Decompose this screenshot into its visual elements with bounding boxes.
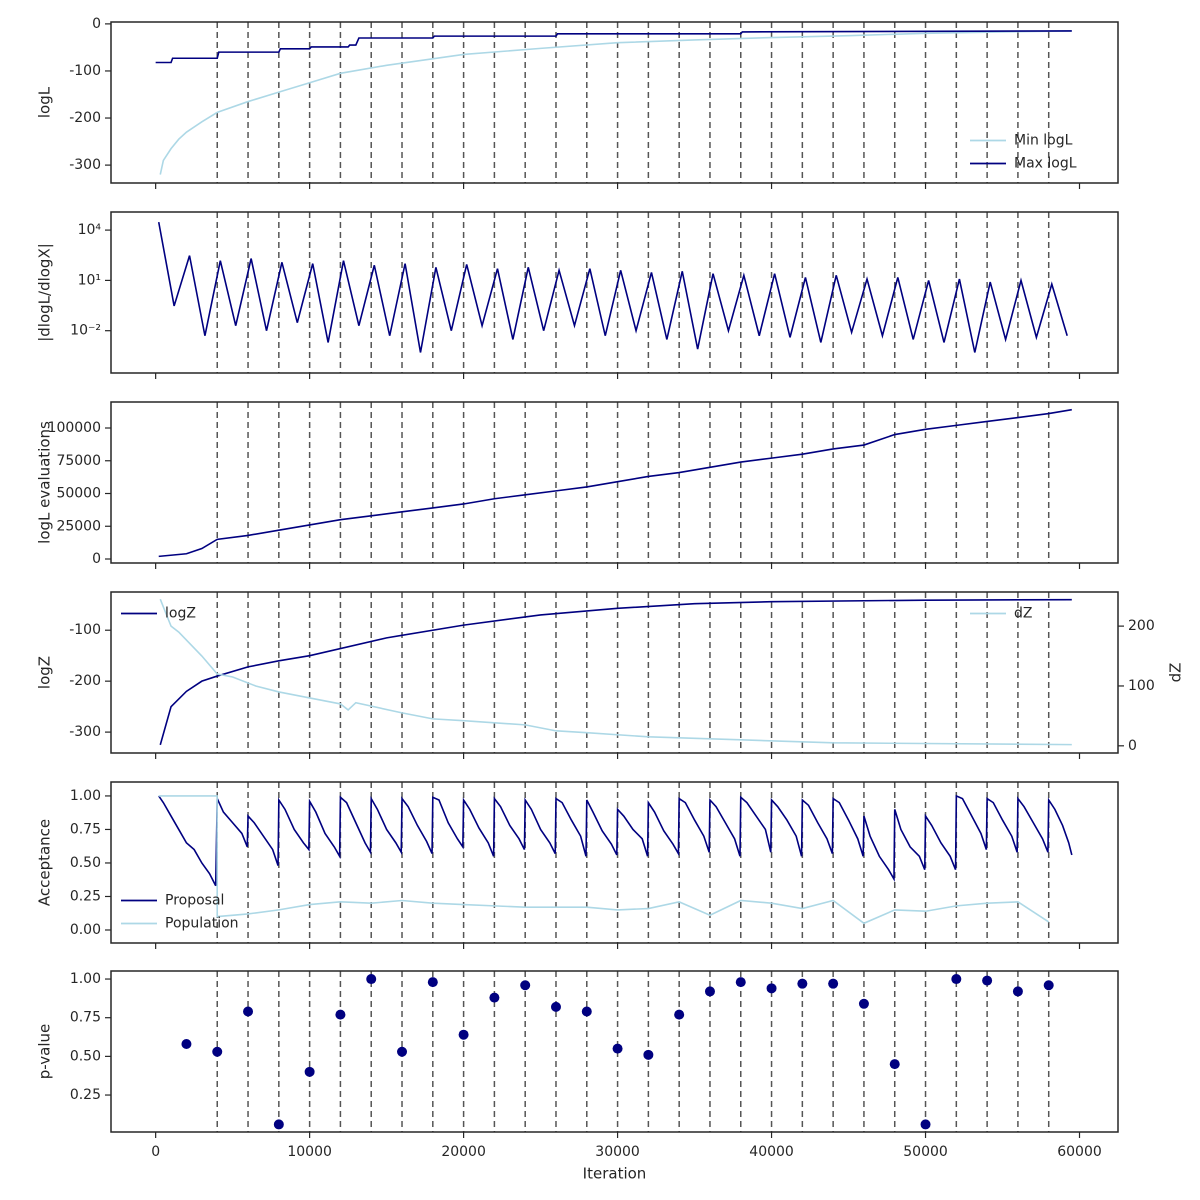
y-tick-label: 1.00 bbox=[70, 788, 101, 804]
legend-label: Population bbox=[165, 916, 239, 932]
x-tick-label: 40000 bbox=[749, 1144, 794, 1160]
y-tick-label: 50000 bbox=[56, 486, 101, 502]
series-line bbox=[159, 598, 1072, 746]
series-line bbox=[158, 795, 1050, 925]
y2-tick-label: 200 bbox=[1128, 618, 1155, 634]
axes-frame bbox=[110, 781, 1119, 944]
y-tick-label: 0 bbox=[92, 551, 101, 567]
point bbox=[212, 1046, 223, 1057]
y-tick-label: -300 bbox=[69, 157, 101, 173]
legend-label: dZ bbox=[1014, 606, 1032, 622]
x-tick-label: 20000 bbox=[441, 1144, 486, 1160]
axes-frame bbox=[110, 970, 1119, 1133]
y-tick-label: 0.50 bbox=[70, 1048, 101, 1064]
y-tick-label: 10¹ bbox=[78, 272, 101, 288]
point bbox=[397, 1046, 408, 1057]
point bbox=[550, 1001, 561, 1012]
y-tick-label: 25000 bbox=[56, 518, 101, 534]
point bbox=[612, 1043, 623, 1054]
y-axis-label: Acceptance bbox=[36, 819, 54, 906]
y-tick-label: -100 bbox=[69, 63, 101, 79]
x-tick-label: 0 bbox=[151, 1144, 160, 1160]
y-tick-label: -300 bbox=[69, 724, 101, 740]
y2-axis-label: dZ bbox=[1167, 663, 1185, 683]
point bbox=[520, 980, 531, 991]
series-line bbox=[157, 221, 1068, 353]
point bbox=[273, 1119, 284, 1130]
point bbox=[181, 1038, 192, 1049]
point bbox=[982, 975, 993, 986]
legend-label: logZ bbox=[165, 606, 196, 622]
y-tick-label: 10⁴ bbox=[78, 222, 102, 238]
y-tick-label: 1.00 bbox=[70, 971, 101, 987]
y-tick-label: 0.25 bbox=[70, 1087, 101, 1103]
series-line bbox=[159, 598, 1072, 746]
axes-frame bbox=[110, 591, 1119, 754]
point bbox=[704, 986, 715, 997]
point bbox=[643, 1049, 654, 1060]
axes-frame bbox=[110, 401, 1119, 564]
y-axis-label: p-value bbox=[36, 1024, 54, 1080]
point bbox=[1043, 980, 1054, 991]
x-tick-label: 50000 bbox=[903, 1144, 948, 1160]
y-axis-label: logL bbox=[36, 86, 54, 118]
point bbox=[920, 1119, 931, 1130]
y-axis-label: logL evaluations bbox=[36, 421, 54, 544]
point bbox=[489, 992, 500, 1003]
x-axis-label: Iteration bbox=[583, 1165, 647, 1183]
axes-frame bbox=[110, 211, 1119, 374]
point bbox=[735, 977, 746, 988]
series-line bbox=[158, 794, 1073, 887]
point bbox=[243, 1006, 254, 1017]
point bbox=[674, 1009, 685, 1020]
y-tick-label: 0.75 bbox=[70, 821, 101, 837]
y-tick-label: -200 bbox=[69, 673, 101, 689]
point bbox=[766, 983, 777, 994]
y-tick-label: 0.25 bbox=[70, 888, 101, 904]
x-tick-label: 60000 bbox=[1057, 1144, 1102, 1160]
point bbox=[427, 977, 438, 988]
x-tick-label: 10000 bbox=[287, 1144, 332, 1160]
y-tick-label: 0.50 bbox=[70, 855, 101, 871]
legend-label: Max logL bbox=[1014, 156, 1077, 172]
y-tick-label: 0.75 bbox=[70, 1010, 101, 1026]
point bbox=[797, 978, 808, 989]
point bbox=[581, 1006, 592, 1017]
y2-tick-label: 100 bbox=[1128, 678, 1155, 694]
y-axis-label: logZ bbox=[36, 656, 54, 689]
point bbox=[858, 998, 869, 1009]
series-line bbox=[155, 30, 1072, 64]
point bbox=[889, 1059, 900, 1070]
y-tick-label: 0 bbox=[92, 16, 101, 32]
series-line bbox=[158, 408, 1072, 558]
y-tick-label: 0.00 bbox=[70, 922, 101, 938]
point bbox=[951, 974, 962, 985]
point bbox=[366, 974, 377, 985]
point bbox=[304, 1066, 315, 1077]
axes-frame bbox=[110, 21, 1119, 184]
point bbox=[458, 1029, 469, 1040]
point bbox=[335, 1009, 346, 1020]
y-axis-label: |dlogL/dlogX| bbox=[36, 243, 54, 342]
legend-label: Min logL bbox=[1014, 133, 1073, 149]
point bbox=[828, 978, 839, 989]
x-tick-label: 30000 bbox=[595, 1144, 640, 1160]
y2-tick-label: 0 bbox=[1128, 738, 1137, 754]
y-tick-label: 10⁻² bbox=[70, 323, 101, 339]
y-tick-label: 100000 bbox=[48, 420, 101, 436]
y-tick-label: 75000 bbox=[56, 453, 101, 469]
y-tick-label: -100 bbox=[69, 622, 101, 638]
point bbox=[1012, 986, 1023, 997]
legend-label: Proposal bbox=[165, 893, 224, 909]
series-line bbox=[159, 30, 1072, 175]
y-tick-label: -200 bbox=[69, 110, 101, 126]
